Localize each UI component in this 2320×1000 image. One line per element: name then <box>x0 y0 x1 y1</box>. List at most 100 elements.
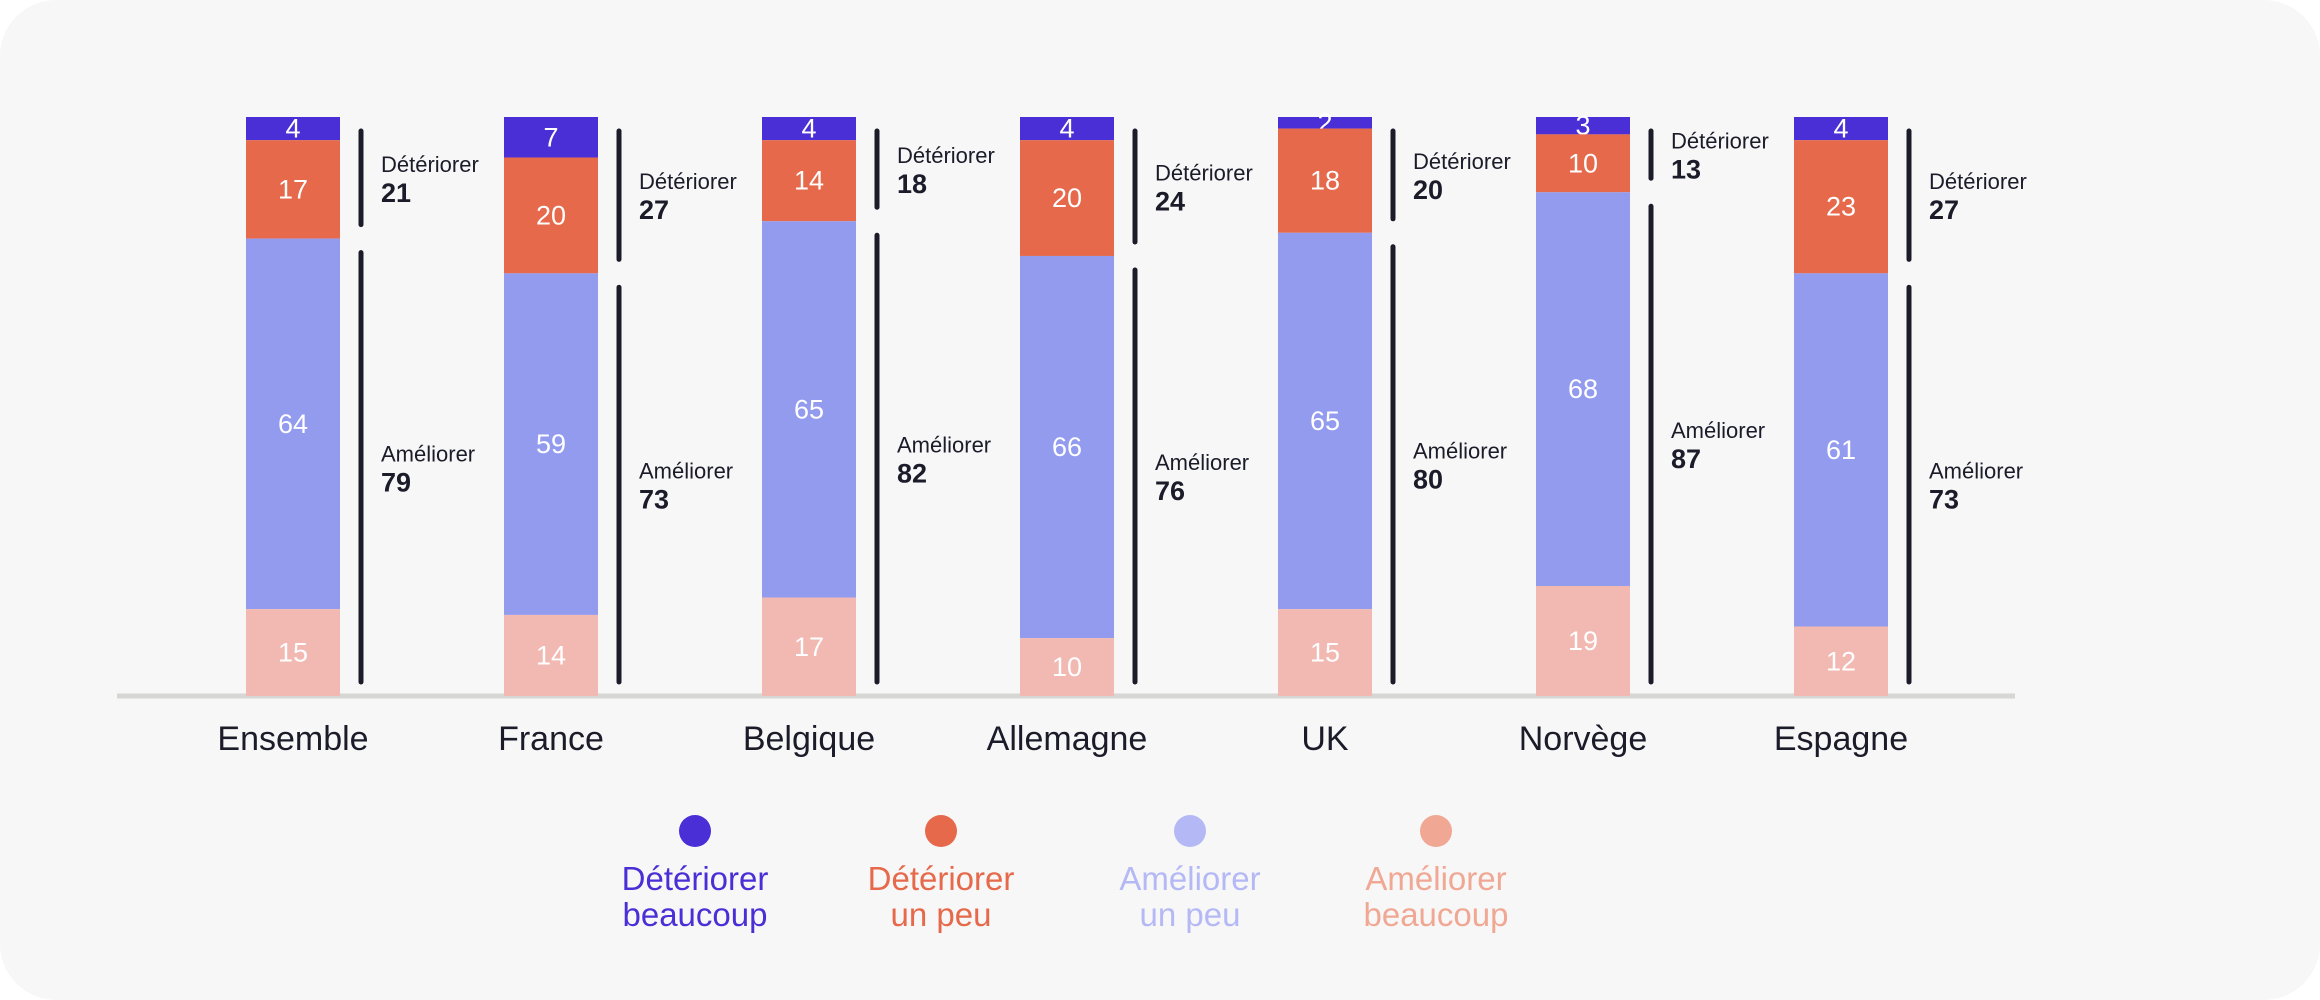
data-label: 4 <box>801 114 816 144</box>
category-label: Norvège <box>1519 720 1648 758</box>
data-label: 10 <box>1052 652 1082 682</box>
legend-entry: Améliorer beaucoup <box>1364 860 1509 933</box>
bar-segment <box>1020 117 1114 141</box>
group-total-ameliorer: 87 <box>1671 444 1701 474</box>
group-label-deteriorer: Détériorer <box>1929 169 2027 194</box>
data-label: 14 <box>794 166 824 196</box>
category-label: Belgique <box>743 720 875 758</box>
group-total-ameliorer: 80 <box>1413 464 1443 494</box>
group-label-deteriorer: Détériorer <box>1671 129 1769 154</box>
bar-segment <box>504 273 598 615</box>
bar-segment <box>1278 128 1372 233</box>
group-total-deteriorer: 18 <box>897 169 927 199</box>
bar-segment <box>1278 117 1372 129</box>
bar-segment <box>1278 609 1372 696</box>
legend-marker <box>1174 815 1206 847</box>
legend-marker <box>925 815 957 847</box>
legend-marker <box>1420 815 1452 847</box>
group-label-deteriorer: Détériorer <box>639 169 737 194</box>
legend-entry: Améliorer un peu <box>1119 860 1260 933</box>
group-total-ameliorer: 76 <box>1155 476 1185 506</box>
data-label: 20 <box>1052 183 1082 213</box>
data-label: 64 <box>278 409 308 439</box>
data-label: 15 <box>1310 638 1340 668</box>
bar-segment <box>1278 232 1372 610</box>
data-label: 10 <box>1568 148 1598 178</box>
group-total-ameliorer: 82 <box>897 459 927 489</box>
bar-segment <box>246 117 340 141</box>
data-label: 20 <box>536 200 566 230</box>
group-label-deteriorer: Détériorer <box>1413 149 1511 174</box>
legend-entry: Détériorer un peu <box>868 860 1015 933</box>
group-label-deteriorer: Détériorer <box>381 152 479 177</box>
group-total-deteriorer: 27 <box>639 195 669 225</box>
bar-segment <box>1794 140 1888 274</box>
bar-segment <box>1020 255 1114 639</box>
category-label: Espagne <box>1774 720 1908 758</box>
group-total-deteriorer: 13 <box>1671 155 1701 185</box>
data-label: 4 <box>285 114 300 144</box>
category-label: Ensemble <box>217 720 368 758</box>
bar-segment <box>1794 626 1888 696</box>
data-label: 4 <box>1833 114 1848 144</box>
legend-marker <box>679 815 711 847</box>
bar-segment <box>1536 585 1630 696</box>
bar-segment <box>1020 140 1114 256</box>
group-label-ameliorer: Améliorer <box>897 433 991 458</box>
bar-segment <box>504 614 598 696</box>
data-label: 68 <box>1568 374 1598 404</box>
bar-segment <box>1536 134 1630 193</box>
bar-segment <box>762 597 856 696</box>
bar-segment <box>246 609 340 696</box>
data-label: 17 <box>278 174 308 204</box>
bar-segment <box>1794 117 1888 141</box>
group-total-ameliorer: 73 <box>639 485 669 515</box>
category-label: UK <box>1301 720 1349 758</box>
group-label-deteriorer: Détériorer <box>897 143 995 168</box>
data-label: 65 <box>794 394 824 424</box>
group-total-ameliorer: 79 <box>381 467 411 497</box>
bar-segment <box>762 140 856 222</box>
data-label: 59 <box>536 429 566 459</box>
group-total-deteriorer: 20 <box>1413 175 1443 205</box>
data-label: 4 <box>1059 114 1074 144</box>
group-label-ameliorer: Améliorer <box>1155 450 1249 475</box>
bar-segment <box>246 140 340 239</box>
data-label: 3 <box>1575 111 1590 141</box>
group-total-deteriorer: 21 <box>381 178 411 208</box>
bar-segment <box>762 117 856 141</box>
legend-entry: Détériorer beaucoup <box>622 860 769 933</box>
group-total-deteriorer: 24 <box>1155 186 1185 216</box>
bar-segment <box>762 221 856 598</box>
group-total-deteriorer: 27 <box>1929 195 1959 225</box>
data-label: 7 <box>543 122 558 152</box>
bar-segment <box>1536 192 1630 586</box>
data-label: 65 <box>1310 406 1340 436</box>
bar-segment <box>1794 273 1888 627</box>
group-label-ameliorer: Améliorer <box>1671 418 1765 443</box>
group-total-ameliorer: 73 <box>1929 485 1959 515</box>
data-label: 66 <box>1052 432 1082 462</box>
group-label-ameliorer: Améliorer <box>1929 459 2023 484</box>
data-label: 18 <box>1310 166 1340 196</box>
data-label: 17 <box>794 632 824 662</box>
category-label: Allemagne <box>987 720 1148 758</box>
data-label: 15 <box>278 638 308 668</box>
group-label-ameliorer: Améliorer <box>639 459 733 484</box>
data-label: 12 <box>1826 646 1856 676</box>
category-label: France <box>498 720 604 758</box>
group-label-ameliorer: Améliorer <box>381 441 475 466</box>
data-label: 61 <box>1826 435 1856 465</box>
bar-segment <box>504 157 598 274</box>
data-label: 14 <box>536 640 566 670</box>
data-label: 19 <box>1568 626 1598 656</box>
group-label-ameliorer: Améliorer <box>1413 438 1507 463</box>
group-label-deteriorer: Détériorer <box>1155 160 1253 185</box>
bar-segment <box>1536 117 1630 135</box>
data-label: 23 <box>1826 192 1856 222</box>
bar-segment <box>504 117 598 158</box>
bar-segment <box>246 238 340 610</box>
bar-segment <box>1020 638 1114 696</box>
